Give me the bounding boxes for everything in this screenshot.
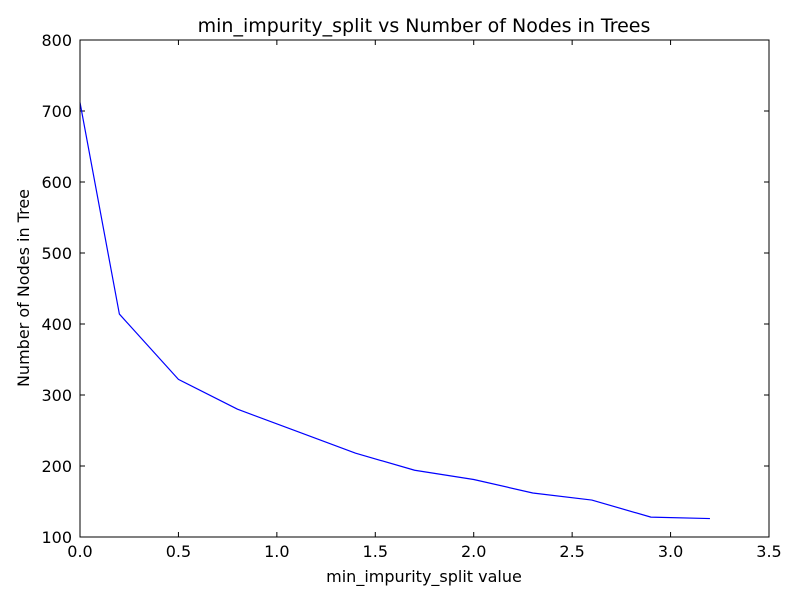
- plot-area: [80, 40, 769, 537]
- series-line-0: [79, 102, 710, 520]
- y-axis-label: Number of Nodes in Tree: [14, 189, 33, 387]
- y-tick-label: 300: [41, 386, 72, 405]
- x-tick-label: 3.5: [756, 542, 781, 561]
- x-tick-label: 0.0: [67, 542, 92, 561]
- chart-title: min_impurity_split vs Number of Nodes in…: [198, 15, 651, 37]
- x-tick-label: 2.0: [461, 542, 486, 561]
- x-tick-label: 3.0: [658, 542, 683, 561]
- y-tick-label: 600: [41, 173, 72, 192]
- y-tick-label: 100: [41, 528, 72, 547]
- x-tick-label: 0.5: [166, 542, 191, 561]
- axis-tick-labels: 0.0 0.5 1.0 1.5 2.0 2.5 3.0 3.5 100 200 300 400 500 6…: [41, 31, 781, 561]
- y-tick-label: 400: [41, 315, 72, 334]
- y-tick-label: 200: [41, 457, 72, 476]
- y-tick-label: 700: [41, 102, 72, 121]
- y-tick-label: 500: [41, 244, 72, 263]
- series-layer: [79, 102, 710, 520]
- x-axis-label: min_impurity_split value: [326, 567, 522, 587]
- x-tick-label: 2.5: [559, 542, 584, 561]
- x-tick-label: 1.0: [264, 542, 289, 561]
- x-tick-label: 1.5: [363, 542, 388, 561]
- y-tick-label: 800: [41, 31, 72, 50]
- plot-frame: [79, 39, 770, 538]
